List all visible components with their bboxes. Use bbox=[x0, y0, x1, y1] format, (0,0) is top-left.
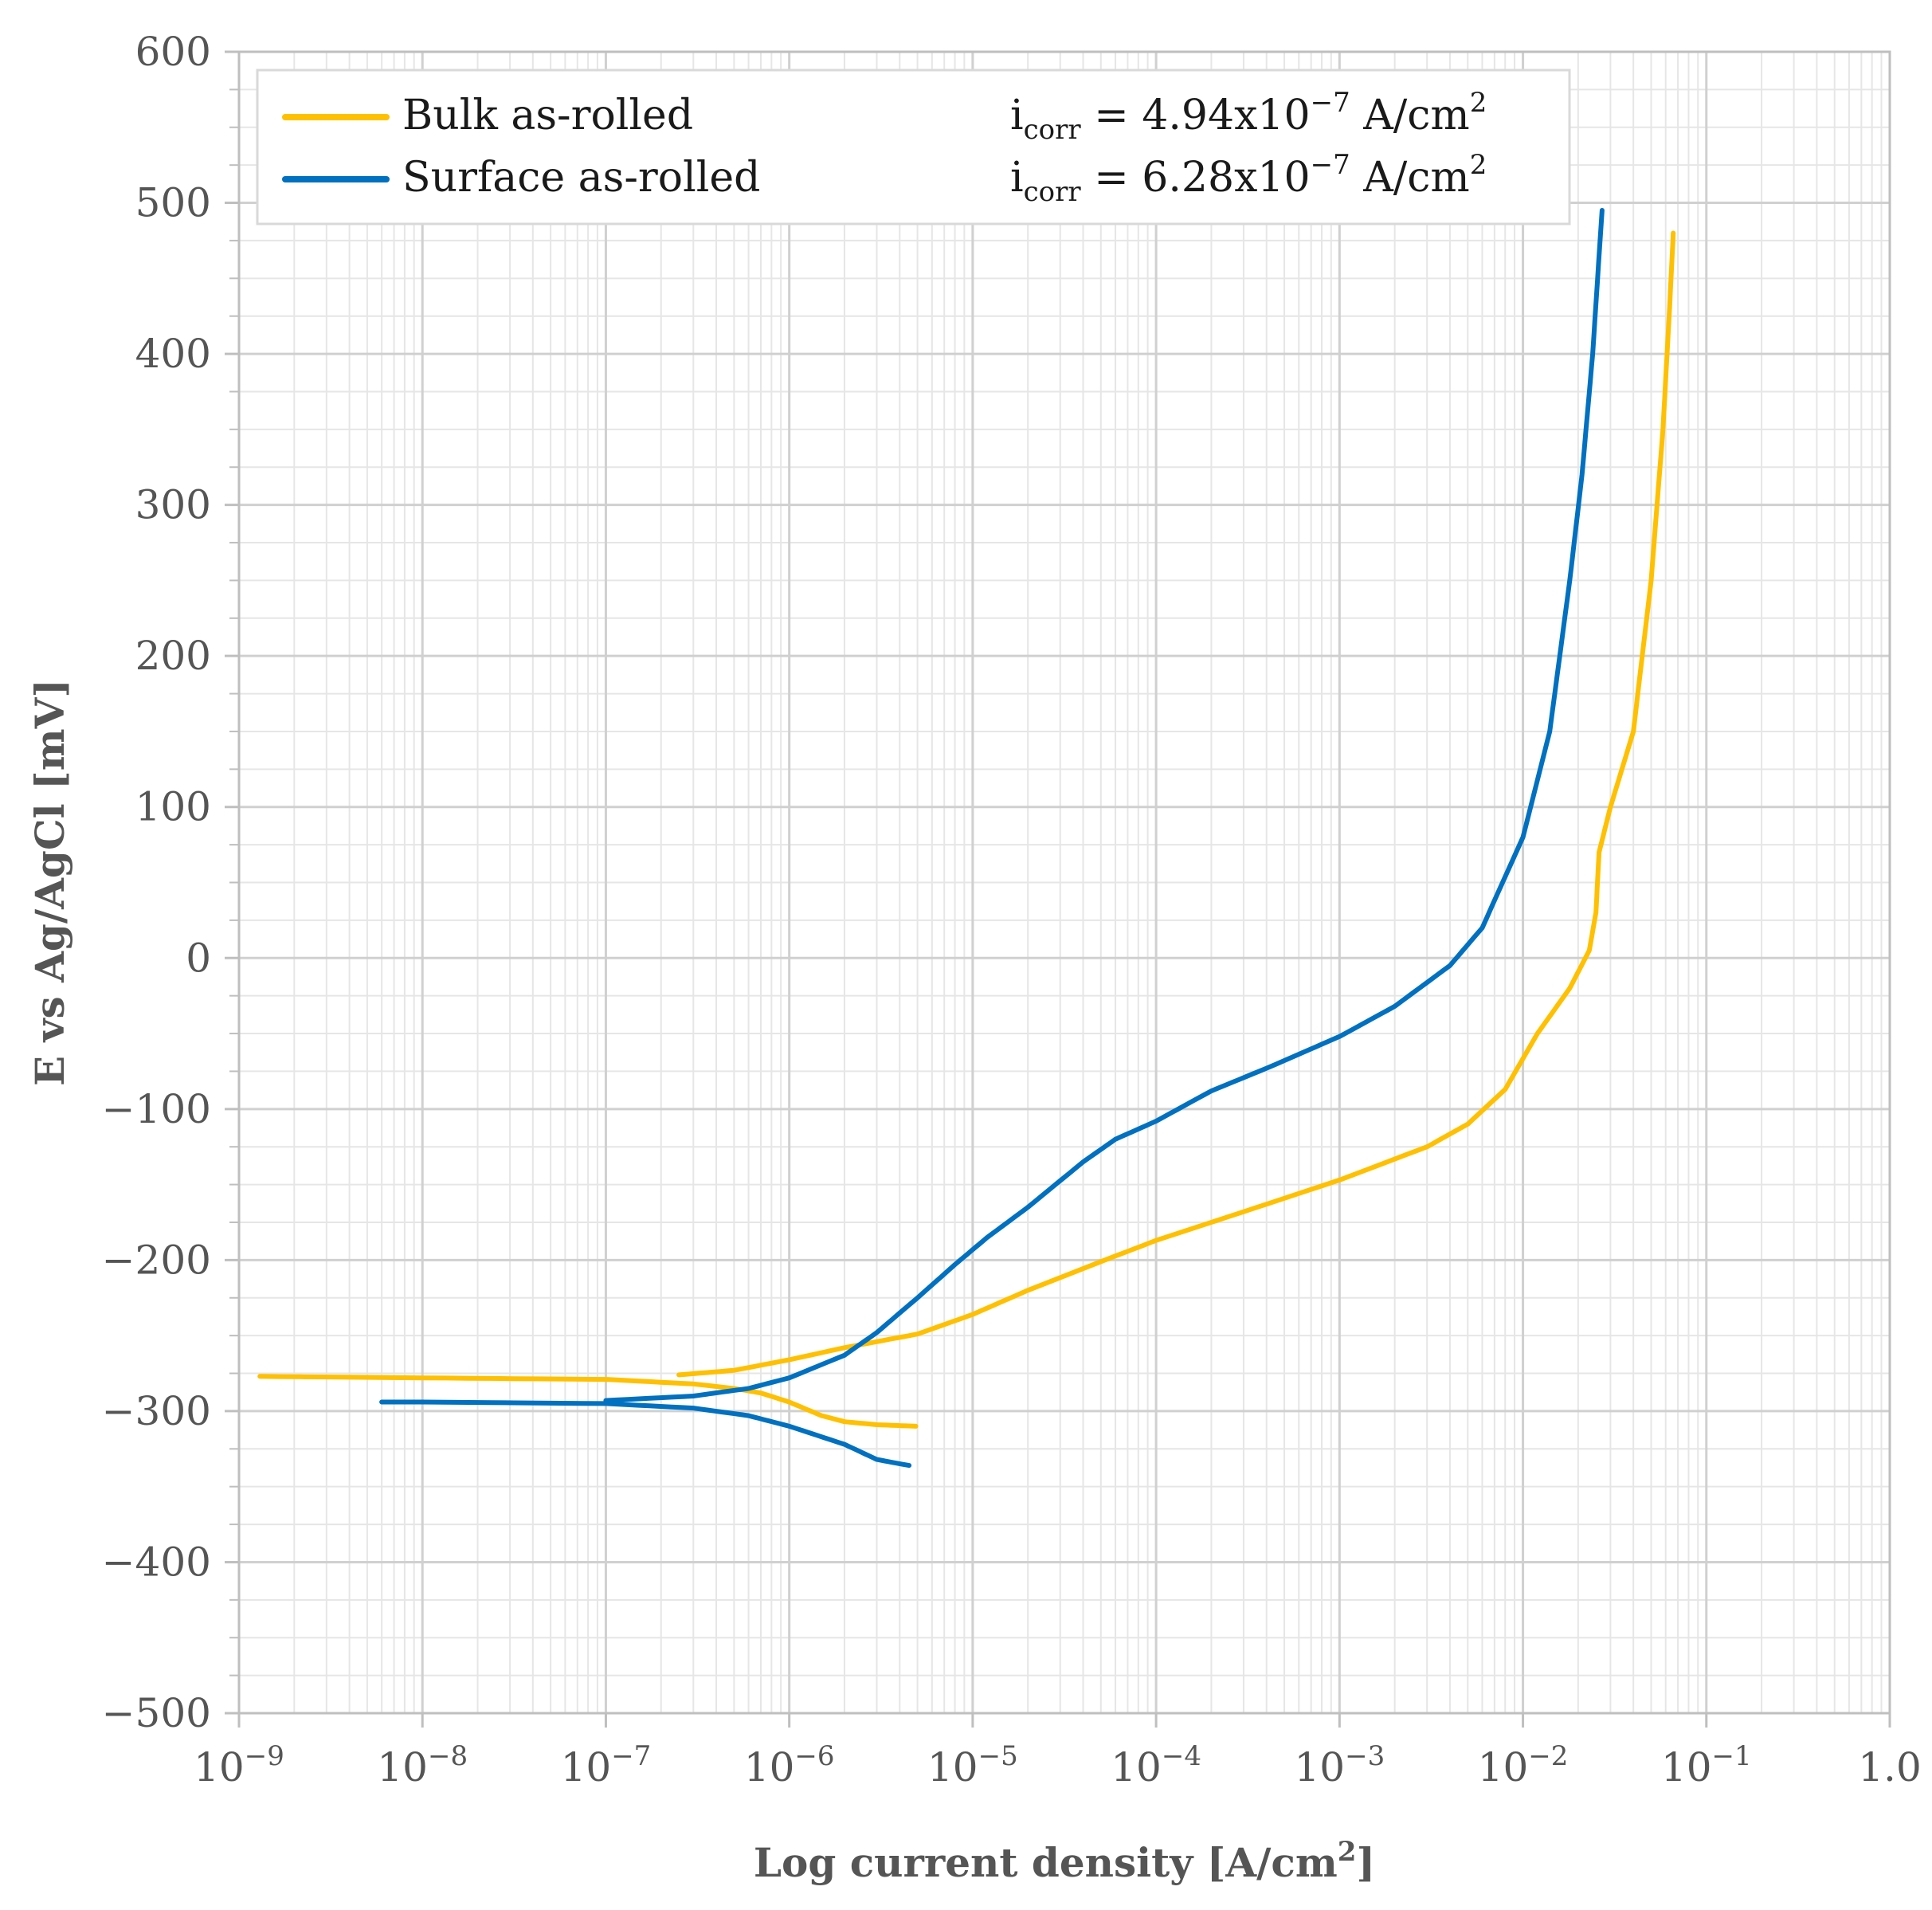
icorr-value: = 6.28x10 bbox=[1081, 154, 1311, 202]
x-tick-label: 10−7 bbox=[561, 1740, 652, 1790]
x-tick-exp: −5 bbox=[978, 1740, 1018, 1772]
x-tick-exp: −8 bbox=[428, 1740, 468, 1772]
y-tick-label: 500 bbox=[135, 180, 211, 226]
icorr-unit: A/cm bbox=[1350, 154, 1470, 202]
minor-grid bbox=[229, 52, 1890, 1713]
legend-label-surface: Surface as-rolled bbox=[402, 154, 760, 202]
x-tick-exp: −9 bbox=[245, 1740, 284, 1772]
x-tick-exp: −6 bbox=[794, 1740, 834, 1772]
x-tick-base: 10 bbox=[561, 1744, 612, 1790]
series-layer bbox=[257, 208, 1676, 1469]
x-tick-exp: −4 bbox=[1162, 1740, 1201, 1772]
y-tick-label: 300 bbox=[135, 482, 211, 528]
icorr-i: i bbox=[1010, 154, 1024, 202]
y-tick-label: −500 bbox=[102, 1690, 211, 1736]
x-tick-base: 10 bbox=[1111, 1744, 1162, 1790]
y-tick-label: −400 bbox=[102, 1539, 211, 1585]
series-surface-cathodic-line bbox=[379, 1399, 912, 1469]
x-axis-title: Log current density [A/cm2] bbox=[754, 1836, 1375, 1886]
x-tick-base: 10 bbox=[1294, 1744, 1345, 1790]
y-tick-label: 100 bbox=[135, 784, 211, 830]
legend-icorr-bulk: icorr = 4.94x10−7 A/cm2 bbox=[1010, 87, 1487, 146]
y-axis-tick-labels: 600 500 400 300 200 100 0 −100 −200 −300 −400 −500 bbox=[102, 29, 211, 1736]
x-tick-base: 10 bbox=[927, 1744, 978, 1790]
icorr-exp: −7 bbox=[1311, 149, 1350, 181]
x-tick-label: 10−1 bbox=[1661, 1740, 1752, 1790]
series-bulk-cathodic-line bbox=[257, 1374, 919, 1429]
x-tick-label: 10−8 bbox=[377, 1740, 468, 1790]
x-tick-base: 10 bbox=[1661, 1744, 1712, 1790]
x-tick-base: 10 bbox=[1478, 1744, 1529, 1790]
y-axis-title: E vs Ag/AgCl [mV] bbox=[26, 679, 73, 1086]
series-bulk-anodic-line bbox=[676, 230, 1676, 1378]
y-tick-label: 600 bbox=[135, 29, 211, 75]
legend: Bulk as-rolled icorr = 4.94x10−7 A/cm2 S… bbox=[256, 69, 1571, 226]
icorr-i: i bbox=[1010, 92, 1024, 139]
icorr-unit-exp: 2 bbox=[1470, 149, 1487, 181]
x-tick-exp: −7 bbox=[611, 1740, 651, 1772]
legend-label-bulk: Bulk as-rolled bbox=[402, 92, 693, 139]
x-tick-base: 10 bbox=[377, 1744, 428, 1790]
icorr-exp: −7 bbox=[1311, 87, 1350, 119]
y-tick-label: 400 bbox=[135, 331, 211, 377]
x-axis-tick-labels: 10−9 10−8 10−7 10−6 10−5 10−4 10−3 10−2 10−1 1.0 bbox=[194, 1740, 1922, 1790]
x-tick-label: 10−4 bbox=[1111, 1740, 1201, 1790]
x-tick-label: 1.0 bbox=[1858, 1744, 1922, 1790]
plot-frame bbox=[237, 50, 1891, 1715]
legend-box bbox=[256, 69, 1571, 226]
y-tick-label: 200 bbox=[135, 633, 211, 679]
x-tick-exp: −3 bbox=[1345, 1740, 1385, 1772]
legend-icorr-surface: icorr = 6.28x10−7 A/cm2 bbox=[1010, 149, 1487, 208]
icorr-sub: corr bbox=[1024, 176, 1082, 208]
x-axis-title-text: Log current density [A/cm bbox=[754, 1839, 1338, 1886]
x-tick-label: 10−2 bbox=[1478, 1740, 1569, 1790]
x-tick-base: 1.0 bbox=[1858, 1744, 1922, 1790]
x-tick-label: 10−3 bbox=[1294, 1740, 1385, 1790]
y-tick-label: −100 bbox=[102, 1086, 211, 1132]
y-tick-label: −200 bbox=[102, 1237, 211, 1283]
y-tick-label: 0 bbox=[186, 935, 211, 981]
x-tick-base: 10 bbox=[194, 1744, 245, 1790]
y-tick-label: −300 bbox=[102, 1388, 211, 1434]
x-axis-title-sup: 2 bbox=[1338, 1836, 1357, 1868]
icorr-unit-exp: 2 bbox=[1470, 87, 1487, 119]
x-tick-label: 10−5 bbox=[927, 1740, 1018, 1790]
x-tick-exp: −2 bbox=[1528, 1740, 1568, 1772]
series-surface-anodic-line bbox=[603, 208, 1605, 1403]
x-tick-exp: −1 bbox=[1712, 1740, 1752, 1772]
x-axis-title-end: ] bbox=[1356, 1839, 1375, 1886]
x-tick-label: 10−6 bbox=[744, 1740, 835, 1790]
icorr-sub: corr bbox=[1024, 114, 1082, 146]
icorr-unit: A/cm bbox=[1350, 92, 1470, 139]
x-tick-label: 10−9 bbox=[194, 1740, 284, 1790]
icorr-value: = 4.94x10 bbox=[1081, 92, 1311, 139]
x-tick-base: 10 bbox=[744, 1744, 795, 1790]
